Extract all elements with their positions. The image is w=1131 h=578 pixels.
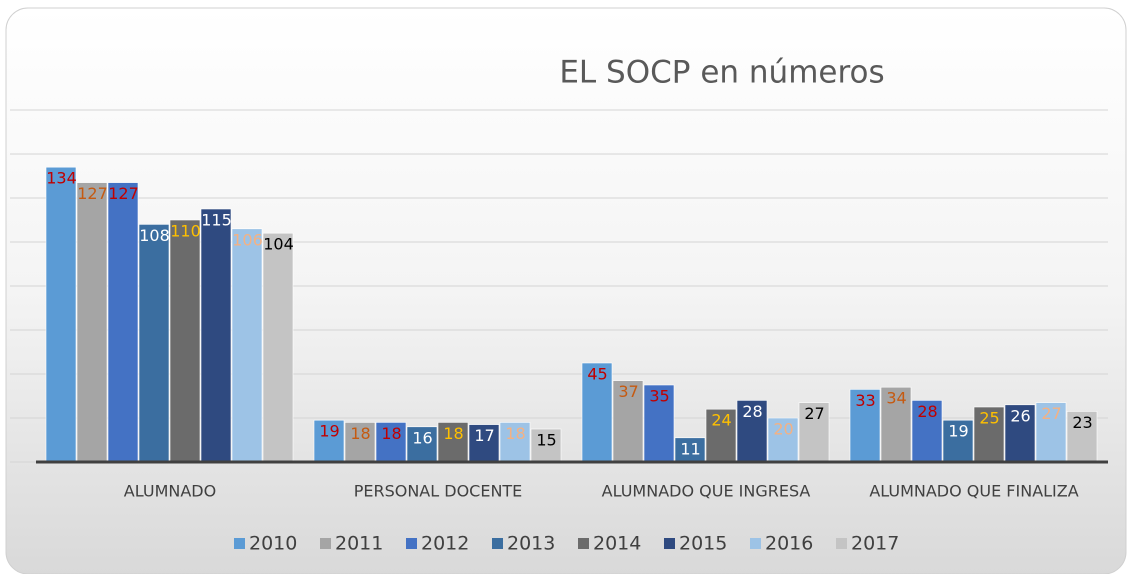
x-tick-label: ALUMNADO QUE FINALIZA [869, 482, 1078, 501]
legend-swatch [750, 538, 761, 549]
data-label: 19 [319, 422, 339, 441]
bar [200, 208, 232, 463]
data-label: 18 [443, 424, 463, 443]
data-label: 15 [536, 431, 556, 450]
legend-swatch [578, 538, 589, 549]
legend-label: 2011 [335, 533, 383, 555]
data-label: 26 [1010, 406, 1030, 425]
x-tick-label: PERSONAL DOCENTE [354, 482, 523, 501]
data-label: 20 [773, 420, 793, 439]
legend-label: 2010 [249, 533, 297, 555]
legend-label: 2012 [421, 533, 469, 555]
data-label: 110 [170, 222, 201, 241]
bar [767, 417, 799, 463]
data-label: 18 [505, 424, 525, 443]
bar [231, 228, 263, 463]
data-label: 115 [201, 211, 232, 230]
bar [1035, 402, 1067, 463]
legend-label: 2017 [851, 533, 899, 555]
legend-swatch [234, 538, 245, 549]
bar [849, 389, 881, 463]
bar [530, 428, 562, 463]
bar [375, 422, 407, 463]
legend-swatch [664, 538, 675, 549]
data-label: 27 [804, 404, 824, 423]
data-label: 24 [711, 411, 731, 430]
data-label: 28 [917, 402, 937, 421]
legend-swatch [406, 538, 417, 549]
legend-label: 2013 [507, 533, 555, 555]
legend-swatch [836, 538, 847, 549]
data-label: 23 [1072, 413, 1092, 432]
bar [880, 386, 912, 463]
data-label: 127 [77, 184, 108, 203]
bar [138, 224, 170, 463]
data-label: 108 [139, 226, 170, 245]
bar [344, 422, 376, 463]
bar [437, 422, 469, 463]
data-label: 134 [46, 169, 77, 188]
bar [942, 419, 974, 463]
bar [499, 422, 531, 463]
data-label: 127 [108, 184, 139, 203]
data-label: 25 [979, 409, 999, 428]
bar [406, 426, 438, 463]
bar [1066, 411, 1098, 463]
bar [313, 419, 345, 463]
legend-label: 2016 [765, 533, 813, 555]
x-tick-label: ALUMNADO QUE INGRESA [602, 482, 811, 501]
bar [45, 166, 77, 463]
data-label: 27 [1041, 404, 1061, 423]
data-label: 17 [474, 426, 494, 445]
data-label: 45 [587, 365, 607, 384]
data-label: 34 [886, 389, 906, 408]
bar [1004, 404, 1036, 463]
data-label: 37 [618, 382, 638, 401]
bar [581, 362, 613, 463]
legend-label: 2014 [593, 533, 641, 555]
data-label: 19 [948, 422, 968, 441]
legend-swatch [492, 538, 503, 549]
data-label: 18 [381, 424, 401, 443]
chart-title: EL SOCP en números [559, 55, 884, 91]
bar [262, 232, 294, 463]
bar [798, 402, 830, 463]
x-tick-label: ALUMNADO [124, 482, 216, 501]
bar [736, 400, 768, 463]
bar [76, 182, 108, 463]
bar [674, 437, 706, 463]
data-label: 16 [412, 428, 432, 447]
bar [643, 384, 675, 463]
bar [169, 219, 201, 463]
data-label: 11 [680, 439, 700, 458]
legend-label: 2015 [679, 533, 727, 555]
data-label: 33 [855, 391, 875, 410]
data-label: 18 [350, 424, 370, 443]
legend-swatch [320, 538, 331, 549]
data-label: 35 [649, 387, 669, 406]
bar [107, 182, 139, 463]
data-label: 106 [232, 230, 263, 249]
data-label: 104 [263, 235, 294, 254]
data-label: 28 [742, 402, 762, 421]
bar [705, 408, 737, 463]
